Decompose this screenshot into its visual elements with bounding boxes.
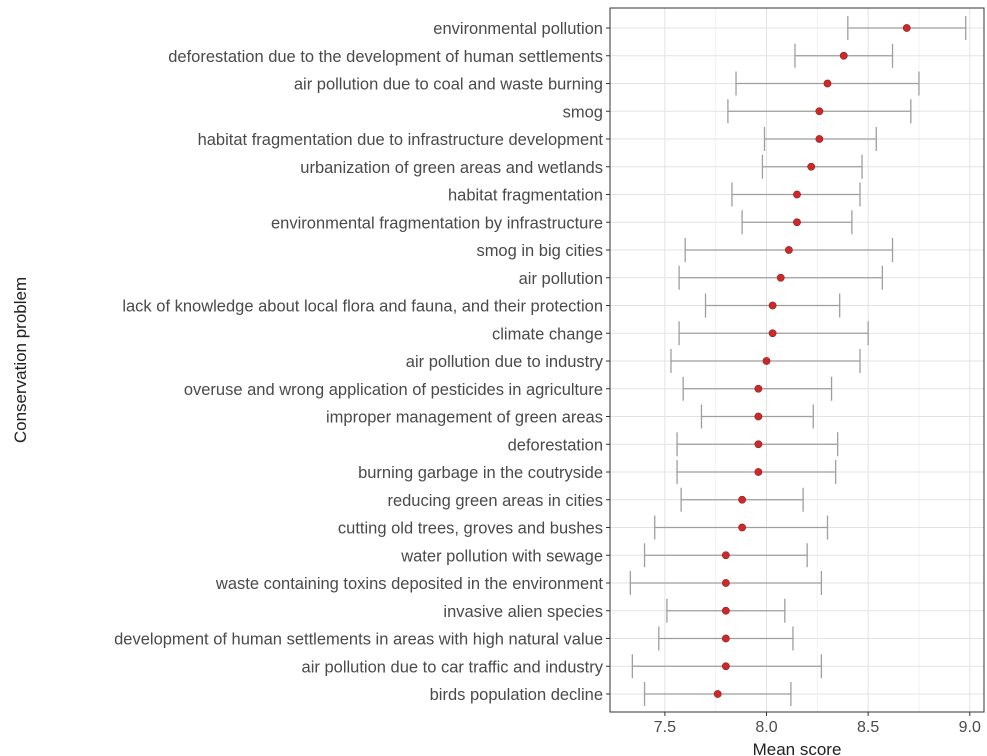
x-axis-title: Mean score — [753, 740, 842, 756]
mean-point — [722, 635, 729, 642]
mean-point — [714, 690, 721, 697]
y-tick-label: overuse and wrong application of pestici… — [184, 381, 603, 399]
y-axis-title: Conservation problem — [11, 277, 30, 443]
mean-point — [816, 108, 823, 115]
y-tick-label: improper management of green areas — [326, 409, 603, 427]
y-tick-label: deforestation due to the development of … — [168, 48, 603, 66]
y-tick-label: urbanization of green areas and wetlands — [300, 159, 603, 177]
x-tick-label: 8.5 — [857, 719, 879, 736]
mean-point — [816, 135, 823, 142]
mean-point — [722, 607, 729, 614]
mean-point — [769, 302, 776, 309]
mean-point — [840, 52, 847, 59]
y-tick-label: deforestation — [508, 436, 603, 454]
y-tick-label: reducing green areas in cities — [387, 492, 603, 510]
mean-point — [722, 552, 729, 559]
mean-point — [769, 330, 776, 337]
y-tick-label: waste containing toxins deposited in the… — [215, 575, 603, 593]
y-tick-label: smog — [563, 103, 603, 121]
mean-point — [824, 80, 831, 87]
y-tick-label: smog in big cities — [476, 242, 603, 260]
y-tick-label: cutting old trees, groves and bushes — [338, 520, 603, 538]
y-tick-label: development of human settlements in area… — [114, 631, 603, 649]
mean-point — [763, 357, 770, 364]
y-tick-label: lack of knowledge about local flora and … — [122, 298, 603, 316]
mean-point — [722, 663, 729, 670]
mean-point — [793, 219, 800, 226]
mean-point — [777, 274, 784, 281]
mean-point — [739, 496, 746, 503]
y-tick-label: climate change — [492, 325, 603, 343]
mean-point — [722, 579, 729, 586]
y-tick-label: air pollution due to industry — [406, 353, 604, 371]
mean-point — [755, 441, 762, 448]
y-tick-label: water pollution with sewage — [400, 547, 603, 565]
y-tick-label: air pollution due to coal and waste burn… — [294, 76, 603, 94]
y-tick-label: invasive alien species — [443, 603, 603, 621]
y-tick-label: environmental pollution — [433, 20, 603, 38]
y-tick-label: environmental fragmentation by infrastru… — [271, 214, 603, 232]
y-tick-label: habitat fragmentation — [448, 187, 603, 205]
mean-point — [755, 413, 762, 420]
x-tick-label: 7.5 — [654, 719, 676, 736]
mean-point — [903, 24, 910, 31]
x-tick-label: 8.0 — [755, 719, 777, 736]
mean-point — [785, 246, 792, 253]
mean-point — [755, 385, 762, 392]
mean-point — [755, 468, 762, 475]
y-tick-label: air pollution due to car traffic and ind… — [302, 658, 604, 676]
mean-point — [808, 163, 815, 170]
y-tick-label: burning garbage in the coutryside — [358, 464, 603, 482]
y-tick-label: birds population decline — [430, 686, 603, 704]
y-tick-label: air pollution — [519, 270, 603, 288]
x-tick-label: 9.0 — [959, 719, 981, 736]
y-tick-label: habitat fragmentation due to infrastruct… — [198, 131, 604, 149]
mean-point — [739, 524, 746, 531]
mean-point — [793, 191, 800, 198]
